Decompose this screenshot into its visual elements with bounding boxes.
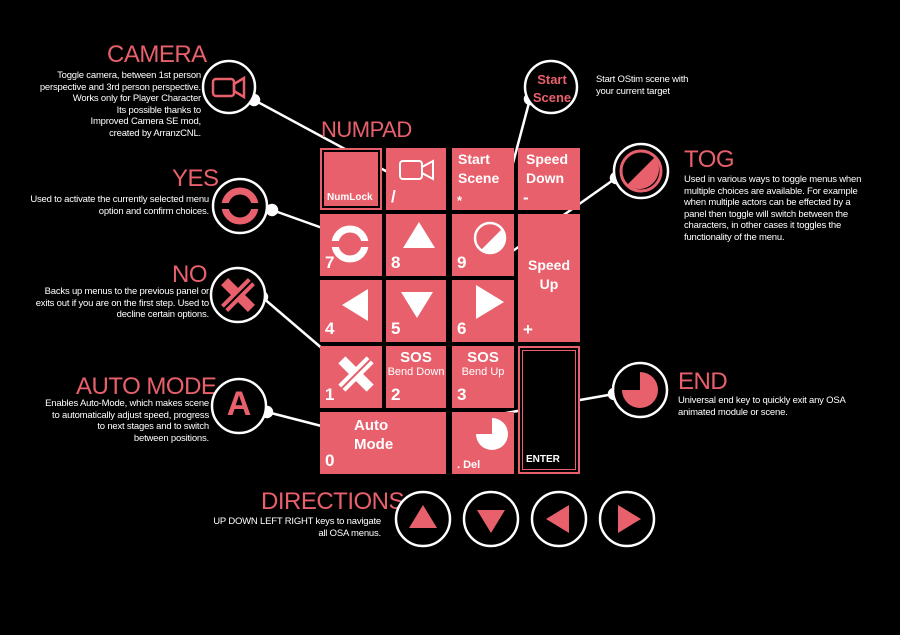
- key-3-sub: Bend Up: [461, 366, 505, 378]
- key-2[interactable]: SOS Bend Down 2: [386, 346, 446, 408]
- key-1-num: 1: [325, 385, 335, 404]
- key-3-num: 3: [457, 385, 467, 404]
- numpad-title: NUMPAD: [321, 117, 412, 142]
- key-star[interactable]: Start Scene *: [452, 148, 514, 210]
- directions-desc: UP DOWN LEFT RIGHT keys to navigate all …: [213, 516, 381, 539]
- auto-title: AUTO MODE: [76, 373, 217, 400]
- key-5[interactable]: 5: [386, 280, 446, 342]
- right-triangle-icon: [476, 285, 504, 319]
- key-1[interactable]: 1: [320, 346, 382, 408]
- key-4-num: 4: [325, 319, 335, 338]
- key-plus-label: Speed Up: [528, 257, 571, 292]
- camera-title: CAMERA: [107, 41, 207, 68]
- tog-title: TOG: [684, 146, 735, 173]
- end-desc: Universal end key to quickly exit any OS…: [678, 395, 846, 418]
- key-5-num: 5: [391, 319, 401, 338]
- tog-desc: Used in various ways to toggle menus whe…: [684, 174, 862, 243]
- auto-desc: Enables Auto-Mode, which makes scene to …: [45, 398, 209, 444]
- key-2-label: SOS: [400, 349, 432, 366]
- start-desc: Start OStim scene with your current targ…: [596, 74, 689, 97]
- start-callout-icon: [523, 59, 579, 115]
- key-7[interactable]: 7: [320, 214, 382, 276]
- key-plus[interactable]: Speed Up +: [518, 214, 580, 342]
- key-enter[interactable]: ENTER: [518, 346, 580, 474]
- key-8-num: 8: [391, 253, 401, 272]
- yes-desc: Used to activate the currently selected …: [30, 194, 209, 217]
- key-star-num: *: [457, 193, 463, 208]
- key-0-label: Auto Mode: [354, 417, 394, 453]
- key-7-num: 7: [325, 253, 335, 272]
- no-callout-icon: [209, 266, 267, 324]
- end-callout-icon: [611, 361, 669, 419]
- key-3-label: SOS: [467, 349, 499, 366]
- auto-callout-icon: [210, 377, 268, 435]
- key-minus[interactable]: Speed Down -: [518, 148, 580, 210]
- key-0-num: 0: [325, 451, 335, 470]
- key-plus-num: +: [523, 320, 533, 339]
- start-callout-label: Start Scene: [532, 72, 572, 105]
- no-title: NO: [172, 261, 208, 288]
- key-0[interactable]: Auto Mode 0: [320, 412, 446, 474]
- key-slash-num: /: [391, 187, 396, 206]
- yes-ring-icon: [328, 225, 372, 263]
- no-desc: Backs up menus to the previous panel or …: [35, 286, 210, 320]
- key-6[interactable]: 6: [452, 280, 514, 342]
- key-9-num: 9: [457, 253, 467, 272]
- key-8[interactable]: 8: [386, 214, 446, 276]
- key-minus-label: Speed Down: [526, 151, 569, 186]
- key-star-label: Start Scene: [458, 151, 500, 186]
- key-minus-num: -: [523, 188, 529, 207]
- yes-title: YES: [172, 165, 219, 192]
- direction-left-icon[interactable]: [530, 490, 590, 550]
- no-x-icon: [338, 356, 374, 392]
- left-triangle-icon: [342, 289, 368, 321]
- toggle-circle-icon: [473, 221, 507, 255]
- direction-right-icon[interactable]: [598, 490, 658, 550]
- camera-icon: [399, 159, 434, 181]
- end-title: END: [678, 368, 728, 395]
- auto-callout-letter: A: [226, 385, 252, 423]
- tog-callout-icon: [612, 142, 670, 200]
- down-triangle-icon: [401, 292, 433, 318]
- enter-label: ENTER: [526, 454, 560, 465]
- camera-callout-icon: [201, 59, 257, 115]
- key-3[interactable]: SOS Bend Up 3: [452, 346, 514, 408]
- key-numlock[interactable]: NumLock: [320, 148, 382, 210]
- key-del-num: . Del: [457, 459, 481, 471]
- end-pac-icon: [476, 418, 508, 450]
- camera-desc: Toggle camera, between 1st person perspe…: [39, 70, 201, 139]
- key-slash[interactable]: /: [386, 148, 446, 210]
- key-9[interactable]: 9: [452, 214, 514, 276]
- key-2-num: 2: [391, 385, 401, 404]
- key-4[interactable]: 4: [320, 280, 382, 342]
- key-del[interactable]: . Del: [452, 412, 514, 474]
- up-triangle-icon: [403, 222, 435, 248]
- numlock-label: NumLock: [327, 192, 373, 203]
- yes-callout-icon: [211, 177, 269, 235]
- direction-up-icon[interactable]: [394, 490, 454, 550]
- direction-down-icon[interactable]: [462, 490, 522, 550]
- key-2-sub: Bend Down: [387, 366, 445, 378]
- key-6-num: 6: [457, 319, 467, 338]
- directions-title: DIRECTIONS: [261, 488, 405, 515]
